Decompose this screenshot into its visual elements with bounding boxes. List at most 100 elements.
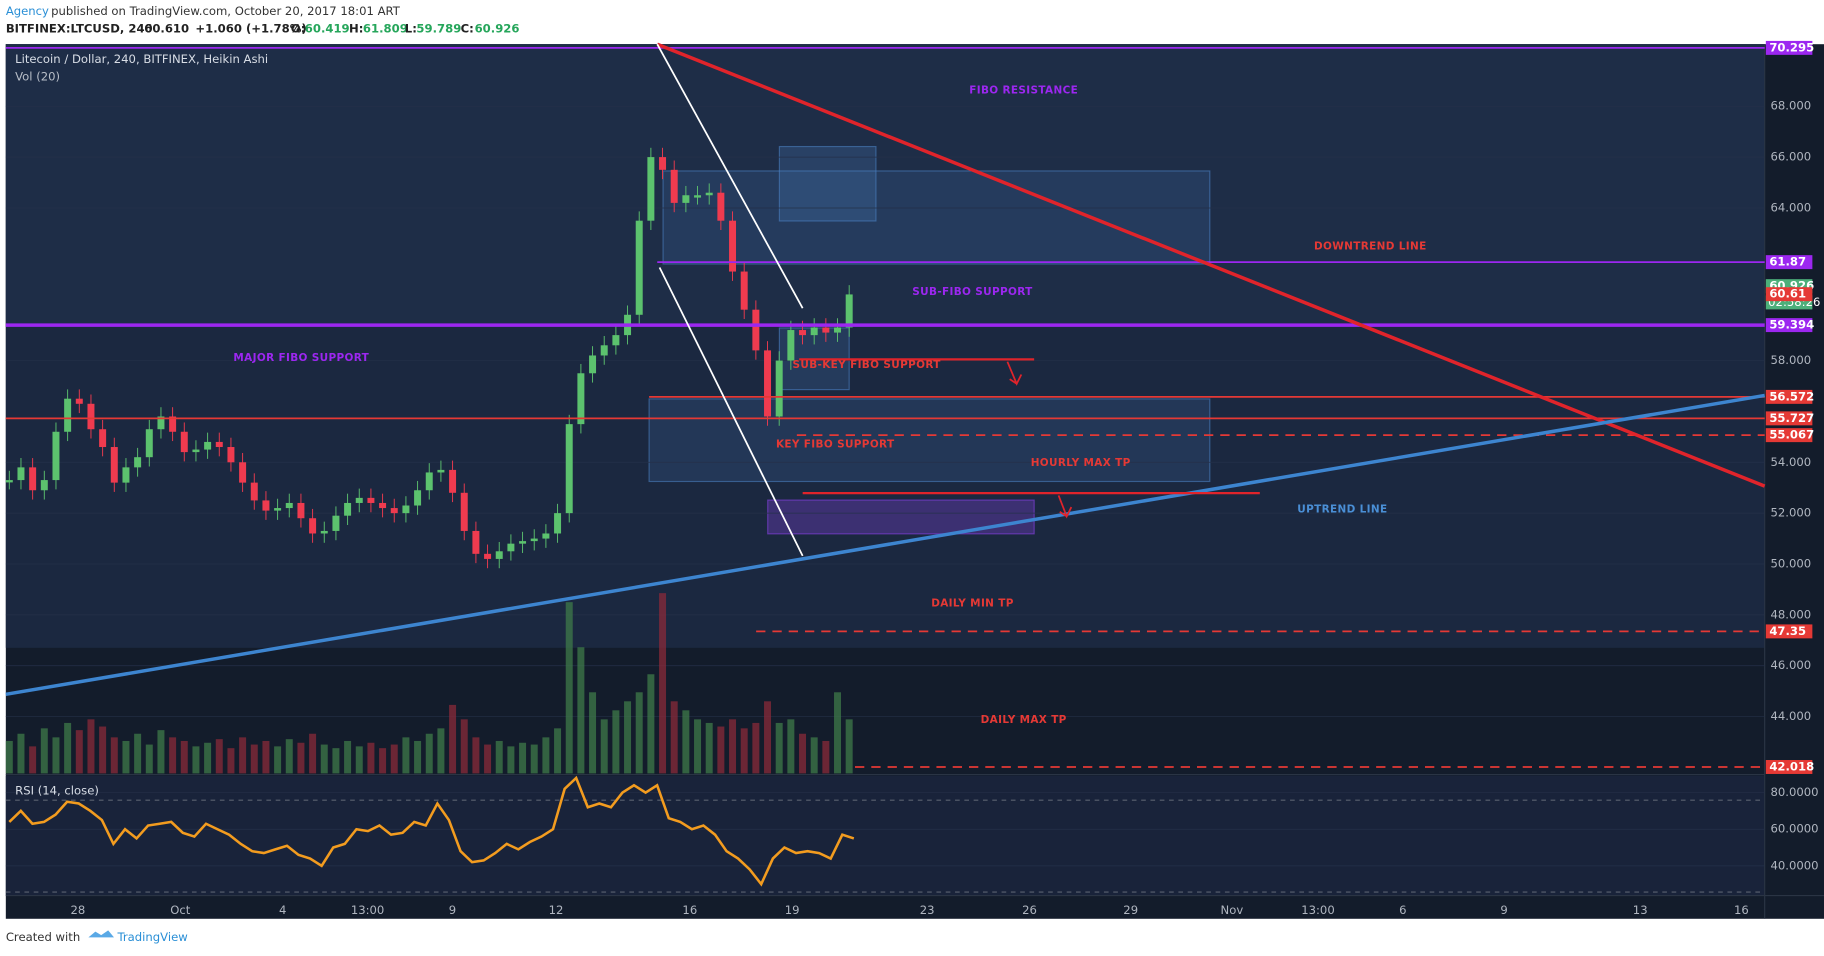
candle bbox=[332, 515, 340, 531]
volume-bar bbox=[717, 726, 725, 774]
volume-bar bbox=[122, 740, 130, 774]
annotation: SUB-KEY FIBO SUPPORT bbox=[793, 359, 942, 371]
candle bbox=[414, 490, 422, 506]
price-badge-label: 55.067 bbox=[1769, 428, 1814, 442]
candle bbox=[250, 482, 258, 501]
annotation: DOWNTREND LINE bbox=[1314, 241, 1427, 253]
candle bbox=[157, 416, 165, 430]
candle bbox=[764, 350, 772, 417]
x-tick-label: Nov bbox=[1221, 903, 1244, 917]
x-tick-label: 13:00 bbox=[351, 903, 385, 917]
volume-bar bbox=[729, 719, 737, 774]
chart-title: Litecoin / Dollar, 240, BITFINEX, Heikin… bbox=[15, 52, 268, 66]
volume-bar bbox=[309, 733, 317, 774]
candle bbox=[589, 355, 597, 374]
candle bbox=[40, 480, 48, 491]
y-tick-label: 46.000 bbox=[1770, 658, 1811, 672]
x-tick-label: 6 bbox=[1399, 903, 1406, 917]
last: 60.610 bbox=[144, 22, 189, 36]
candle bbox=[449, 469, 457, 493]
published: published on TradingView.com, October 20… bbox=[51, 4, 401, 18]
author[interactable]: Agency bbox=[6, 4, 49, 18]
volume-bar bbox=[239, 737, 247, 774]
volume-bar bbox=[565, 602, 573, 774]
candle bbox=[239, 462, 247, 483]
candle bbox=[75, 398, 83, 404]
brand[interactable]: TradingView bbox=[116, 930, 188, 944]
c-label: C: bbox=[461, 22, 474, 36]
candle bbox=[262, 500, 270, 511]
x-tick-label: 19 bbox=[785, 903, 800, 917]
candle bbox=[600, 345, 608, 356]
candle bbox=[635, 220, 643, 315]
candle bbox=[507, 543, 515, 552]
volume-bar bbox=[542, 737, 550, 774]
volume-bar bbox=[402, 737, 410, 774]
annotation: DAILY MIN TP bbox=[931, 598, 1014, 610]
price-badge bbox=[1765, 624, 1813, 639]
rsi-tick-label: 40.0000 bbox=[1770, 858, 1818, 872]
volume-bar bbox=[705, 722, 713, 774]
volume-bar bbox=[624, 701, 632, 774]
candle bbox=[320, 530, 328, 534]
candle bbox=[775, 360, 783, 417]
c: 60.926 bbox=[475, 22, 520, 36]
l-label: L: bbox=[405, 22, 417, 36]
volume-bar bbox=[64, 722, 72, 774]
annotation: KEY FIBO SUPPORT bbox=[776, 438, 895, 450]
candle bbox=[670, 169, 678, 203]
x-tick-label: 16 bbox=[1734, 903, 1749, 917]
volume-bar bbox=[810, 737, 818, 774]
candle bbox=[647, 157, 655, 221]
annotation: MAJOR FIBO SUPPORT bbox=[233, 352, 369, 364]
candle bbox=[402, 505, 410, 514]
volume-bar bbox=[157, 730, 165, 774]
x-tick-label: 26 bbox=[1022, 903, 1037, 917]
arrow bbox=[1006, 361, 1023, 386]
candle bbox=[612, 335, 620, 346]
volume-bar bbox=[834, 692, 842, 774]
volume-bar bbox=[460, 719, 468, 774]
candle bbox=[379, 502, 387, 509]
volume-bar bbox=[740, 728, 748, 774]
candle bbox=[460, 492, 468, 531]
volume-bar bbox=[297, 742, 305, 774]
volume-bar bbox=[822, 740, 830, 774]
candle bbox=[542, 533, 550, 539]
channel-line bbox=[658, 267, 804, 557]
downtrend-line bbox=[656, 42, 1766, 488]
candle bbox=[705, 192, 713, 196]
price-badge-label: 60.61 bbox=[1769, 287, 1806, 301]
y-tick-label: 64.000 bbox=[1770, 200, 1811, 214]
candle bbox=[122, 467, 130, 483]
y-tick-label: 52.000 bbox=[1770, 506, 1811, 520]
candle bbox=[52, 431, 60, 481]
h-label: H: bbox=[349, 22, 363, 36]
volume-bar bbox=[17, 733, 25, 774]
volume-bar bbox=[507, 746, 515, 774]
x-tick-label: 23 bbox=[920, 903, 935, 917]
y-tick-label: 66.000 bbox=[1770, 150, 1811, 164]
volume-bar bbox=[320, 744, 328, 774]
volume-bar bbox=[204, 742, 212, 774]
volume-bar bbox=[659, 593, 667, 774]
candle bbox=[845, 294, 853, 328]
price-badge-label: 70.295 bbox=[1769, 40, 1814, 54]
annotation: SUB-FIBO SUPPORT bbox=[912, 286, 1033, 298]
price-badge-label: 61.87 bbox=[1769, 255, 1806, 269]
y-tick-label: 50.000 bbox=[1770, 557, 1811, 571]
price-badge bbox=[1765, 428, 1813, 443]
candle bbox=[17, 467, 25, 481]
channel-line bbox=[656, 43, 804, 309]
candle bbox=[180, 431, 188, 453]
candle bbox=[554, 513, 562, 534]
candle bbox=[169, 416, 177, 432]
candle bbox=[752, 309, 760, 351]
volume-bar bbox=[612, 710, 620, 774]
candle bbox=[134, 457, 142, 468]
volume-bar bbox=[262, 740, 270, 774]
volume-bar bbox=[530, 744, 538, 774]
y-tick-label: 58.000 bbox=[1770, 353, 1811, 367]
y-tick-label: 48.000 bbox=[1770, 607, 1811, 621]
